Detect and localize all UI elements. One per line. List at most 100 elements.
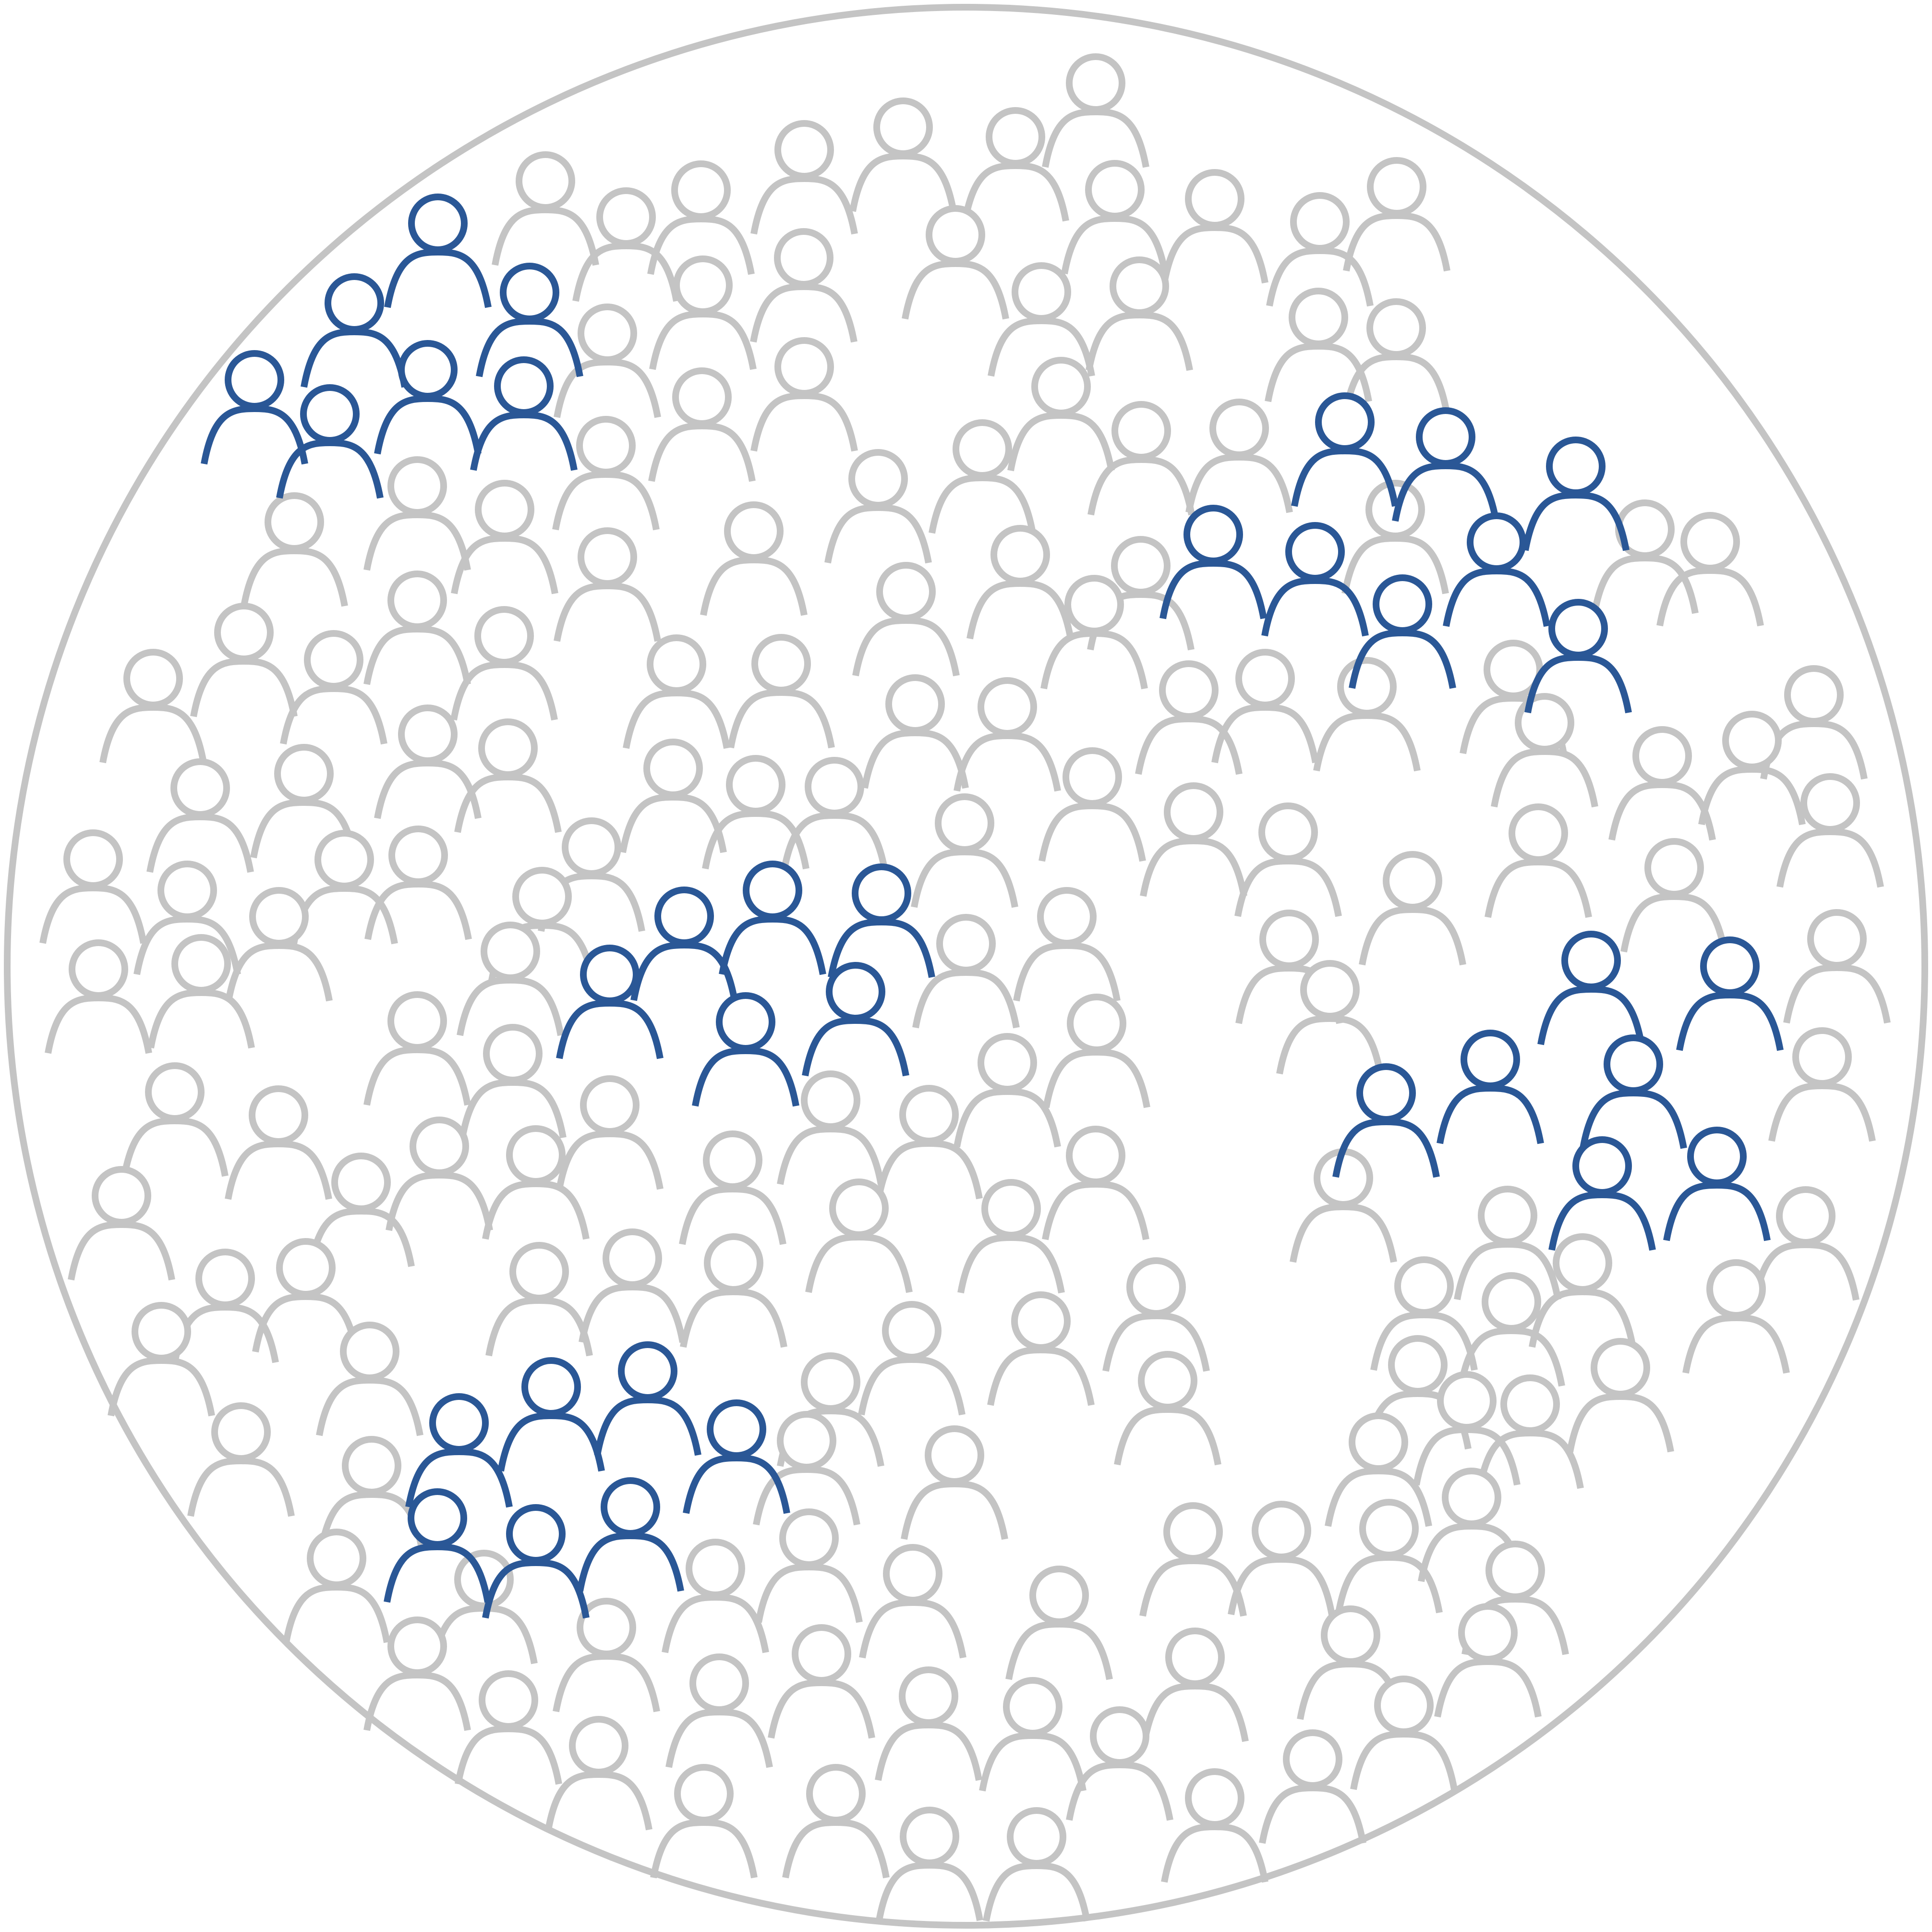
person-head	[304, 630, 363, 690]
person-icon	[316, 1322, 423, 1436]
person-head	[1090, 1706, 1149, 1766]
highlighted-person-icon	[1392, 407, 1499, 522]
person-head	[1776, 1186, 1835, 1246]
person-icon	[68, 1166, 175, 1281]
person-head	[123, 649, 183, 708]
person-icon	[782, 1764, 890, 1879]
person-icon	[553, 1598, 660, 1713]
person-head	[580, 945, 640, 1004]
person-icon	[1276, 960, 1384, 1075]
highlighted-person-icon	[1443, 512, 1550, 627]
person-icon	[492, 151, 599, 266]
person-icon	[1342, 298, 1450, 413]
person-head	[1315, 392, 1375, 452]
person-head	[69, 939, 128, 999]
person-head	[689, 1653, 749, 1713]
person-head	[1185, 1768, 1244, 1828]
person-icon	[108, 1302, 215, 1417]
person-head	[225, 350, 284, 410]
person-head	[410, 1117, 469, 1176]
person-head	[578, 304, 637, 363]
highlighted-person-icon	[630, 887, 738, 1001]
person-head	[805, 757, 864, 816]
person-icon	[482, 1125, 590, 1240]
person-icon	[962, 107, 1069, 222]
person-head	[1416, 407, 1475, 467]
person-head	[672, 367, 732, 427]
person-head	[1063, 747, 1122, 807]
person-head	[1442, 1468, 1501, 1527]
person-icon	[858, 1301, 966, 1416]
person-head	[506, 1504, 566, 1564]
person-head	[743, 861, 802, 920]
person-head	[779, 1508, 839, 1568]
person-head	[777, 1411, 836, 1470]
person-head	[1300, 960, 1360, 1020]
person-head	[274, 744, 334, 803]
person-head	[195, 1249, 255, 1308]
person-head	[618, 1341, 677, 1401]
person-head	[978, 1033, 1037, 1093]
highlighted-person-icon	[1524, 599, 1632, 714]
highlighted-person-icon	[301, 273, 408, 388]
person-head	[483, 1024, 543, 1083]
person-icon	[1141, 1628, 1249, 1742]
person-head	[145, 1062, 205, 1122]
person-icon	[1234, 802, 1342, 917]
person-head	[408, 1488, 467, 1548]
person-icon	[679, 1130, 786, 1245]
person-head	[1561, 931, 1621, 990]
person-icon	[363, 1616, 471, 1731]
person-icon	[1698, 711, 1806, 826]
person-icon	[1325, 1412, 1432, 1527]
person-head	[1383, 851, 1442, 911]
person-head	[981, 1179, 1041, 1239]
person-head	[978, 677, 1037, 737]
person-head	[654, 887, 714, 946]
person-head	[1164, 782, 1223, 842]
person-head	[703, 1130, 762, 1190]
person-icon	[556, 1075, 664, 1190]
person-icon	[929, 419, 1036, 534]
person-icon	[662, 1539, 769, 1653]
highlighted-person-icon	[1349, 574, 1456, 689]
person-icon	[307, 1153, 415, 1267]
person-head	[1482, 1272, 1541, 1332]
person-icon	[1454, 1186, 1561, 1300]
person-icon	[665, 1653, 773, 1768]
highlighted-person-icon	[556, 945, 664, 1059]
person-head	[580, 1075, 640, 1135]
person-icon	[572, 187, 680, 302]
highlighted-person-icon	[1159, 505, 1267, 620]
person-icon	[1656, 512, 1764, 627]
person-head	[249, 1085, 308, 1145]
person-head	[899, 1666, 958, 1726]
person-head	[935, 793, 994, 853]
person-icon	[386, 1117, 493, 1231]
person-icon	[1529, 1233, 1636, 1348]
person-icon	[225, 1085, 332, 1200]
person-icon	[1567, 1338, 1674, 1453]
person-icon	[861, 674, 969, 789]
person-icon	[1013, 887, 1121, 1002]
person-icon	[727, 634, 835, 749]
person-head	[214, 603, 274, 662]
person-head	[1604, 1034, 1663, 1094]
highlighted-person-icon	[1291, 392, 1399, 507]
person-head	[1367, 157, 1426, 217]
person-head	[1373, 574, 1432, 634]
person-icon	[1087, 401, 1195, 516]
person-head	[1792, 1027, 1852, 1087]
person-head	[686, 1539, 745, 1598]
highlighted-person-icon	[719, 861, 826, 975]
person-icon	[1161, 1768, 1268, 1883]
person-icon	[824, 449, 932, 564]
person-icon	[649, 255, 757, 370]
person-icon	[363, 456, 471, 571]
person-head	[500, 263, 559, 322]
person-icon	[957, 1179, 1065, 1294]
person-icon	[753, 1411, 860, 1526]
person-head	[1807, 909, 1867, 969]
person-head	[926, 205, 985, 265]
